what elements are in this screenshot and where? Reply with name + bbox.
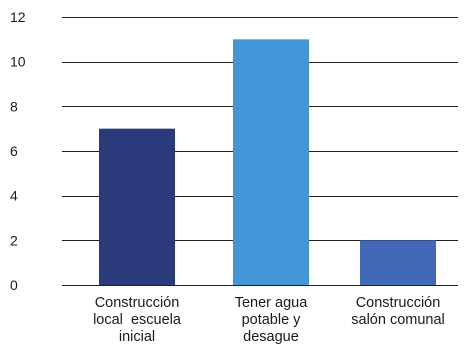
- x-category-label-3: Construcción salón comunal: [351, 295, 445, 328]
- y-tick-label-12: 12: [10, 9, 26, 25]
- bars: [99, 39, 436, 286]
- y-tick-label-10: 10: [10, 54, 26, 70]
- y-tick-label-2: 2: [10, 232, 18, 248]
- y-tick-label-0: 0: [10, 277, 18, 293]
- y-tick-label-6: 6: [10, 143, 18, 159]
- y-tick-label-8: 8: [10, 98, 18, 114]
- bar-1: [99, 128, 175, 285]
- y-tick-label-4: 4: [10, 188, 18, 204]
- y-axis-tick-labels: 0 2 4 6 8 10 12: [10, 9, 26, 293]
- x-category-label-2: Tener agua potable y desague: [235, 295, 308, 345]
- bar-3: [360, 240, 436, 285]
- x-axis-category-labels: Construcción local escuela inicial Tener ag…: [93, 295, 445, 345]
- x-category-label-1: Construcción local escuela inicial: [93, 295, 182, 345]
- bar-2: [233, 39, 309, 286]
